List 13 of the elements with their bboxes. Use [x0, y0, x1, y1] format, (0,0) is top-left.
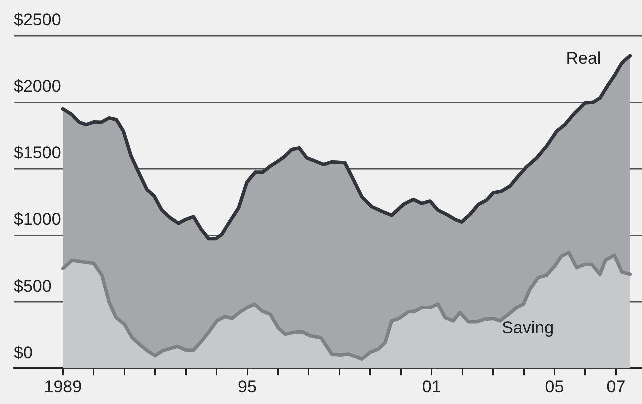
x-tick-label: 1989 [44, 377, 82, 396]
y-tick-label: $1500 [14, 144, 62, 163]
y-tick-label: $0 [14, 343, 33, 362]
x-tick-label: 95 [238, 377, 257, 396]
x-tick-label: 07 [606, 377, 626, 396]
y-tick-label: $2000 [14, 77, 62, 96]
x-tick-label: 01 [422, 377, 442, 396]
series-label: Saving [502, 318, 554, 338]
series-label: Real [566, 48, 602, 68]
y-tick-label: $2500 [14, 10, 62, 30]
y-tick-label: $1000 [14, 210, 62, 230]
x-tick-label: 05 [545, 377, 564, 396]
y-tick-label: $500 [14, 276, 52, 296]
